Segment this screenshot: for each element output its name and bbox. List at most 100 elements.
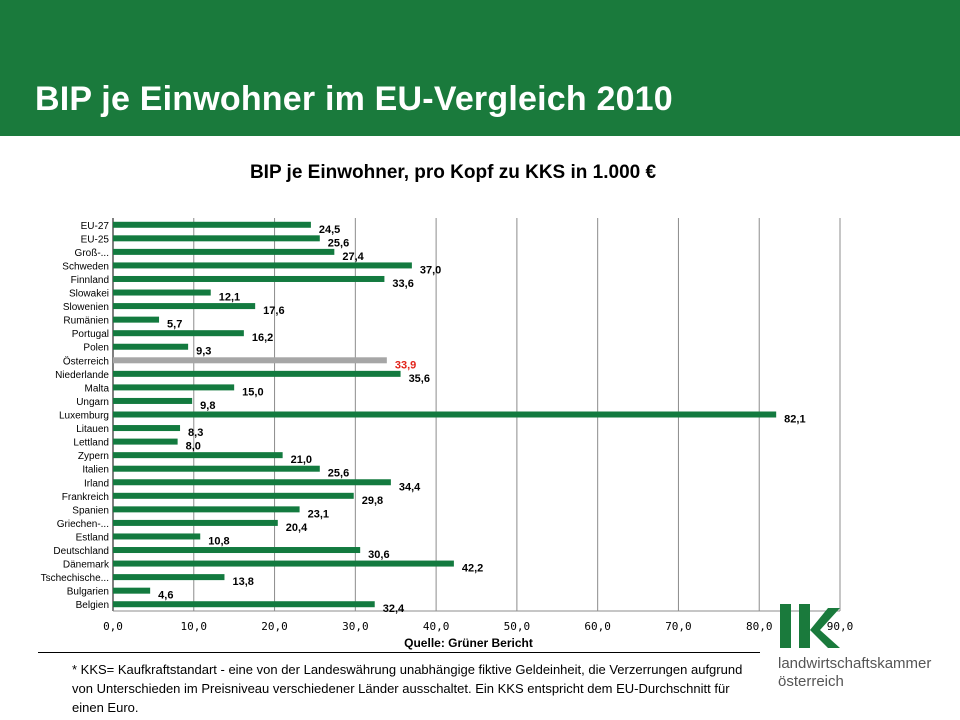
category-label: Finnland [71, 275, 109, 286]
bar [113, 262, 412, 269]
category-label: Irland [84, 478, 109, 489]
category-label: Niederlande [55, 370, 109, 381]
bar [113, 248, 335, 255]
bar [113, 397, 193, 404]
bar [113, 425, 181, 432]
footnote-text: * KKS= Kaufkraftstandart - eine von der … [72, 662, 743, 715]
data-label: 42,2 [462, 563, 483, 575]
bar [113, 370, 401, 377]
data-label: 24,5 [319, 224, 340, 236]
data-label: 32,4 [383, 603, 405, 615]
bar [113, 303, 256, 310]
x-tick-label: 10,0 [181, 620, 208, 633]
category-label: Lettland [73, 438, 109, 449]
bar [113, 587, 151, 594]
category-label: Portugal [72, 329, 109, 340]
x-tick-label: 50,0 [504, 620, 531, 633]
bar [113, 519, 278, 526]
bar [113, 316, 160, 323]
bar [113, 289, 211, 296]
bar [113, 479, 391, 486]
category-label: Ungarn [76, 397, 109, 408]
x-tick-label: 60,0 [584, 620, 611, 633]
data-label: 33,9 [395, 359, 416, 371]
bar [113, 506, 300, 513]
x-tick-label: 20,0 [261, 620, 288, 633]
category-label: Bulgarien [67, 587, 109, 598]
category-label: EU-27 [81, 221, 110, 232]
category-label: Belgien [76, 600, 109, 611]
category-label: Groß-... [75, 248, 109, 259]
data-label: 23,1 [308, 508, 329, 520]
category-label: Litauen [76, 424, 109, 435]
data-label: 29,8 [362, 495, 383, 507]
x-tick-label: 70,0 [665, 620, 692, 633]
data-label: 33,6 [392, 278, 413, 290]
x-tick-label: 0,0 [103, 620, 123, 633]
category-label: Deutschland [53, 546, 109, 557]
data-label: 34,4 [399, 481, 421, 493]
page-title: BIP je Einwohner im EU-Vergleich 2010 [35, 80, 673, 118]
data-label: 15,0 [242, 386, 263, 398]
bar [113, 452, 283, 459]
bar [113, 330, 244, 337]
data-label: 21,0 [291, 454, 312, 466]
data-label: 17,6 [263, 305, 284, 317]
category-label: Luxemburg [59, 411, 109, 422]
lk-logo: landwirtschaftskammer österreich [778, 604, 931, 690]
x-tick-label: 90,0 [827, 620, 854, 633]
data-label: 13,8 [232, 576, 253, 588]
category-label: Malta [85, 383, 110, 394]
bar [113, 547, 361, 554]
category-label: Zypern [78, 451, 109, 462]
data-label: 25,6 [328, 237, 349, 249]
data-label: 30,6 [368, 549, 389, 561]
data-label: 16,2 [252, 332, 273, 344]
bar [113, 438, 178, 445]
bar [113, 465, 320, 472]
bar [113, 560, 454, 567]
bar [113, 492, 354, 499]
category-label: Tschechische... [41, 573, 109, 584]
category-label: Polen [83, 343, 109, 354]
data-label: 27,4 [342, 251, 364, 263]
data-label: 12,1 [219, 292, 240, 304]
category-label: EU-25 [81, 234, 110, 245]
data-label: 9,3 [196, 346, 211, 358]
category-label: Spanien [72, 505, 109, 516]
data-label: 4,6 [158, 590, 173, 602]
bar [113, 533, 201, 540]
logo-line2: österreich [778, 673, 844, 690]
data-label: 35,6 [409, 373, 430, 385]
data-label: 37,0 [420, 264, 441, 276]
data-label: 8,3 [188, 427, 203, 439]
category-label: Estland [76, 532, 109, 543]
category-label: Frankreich [62, 492, 109, 503]
x-tick-label: 40,0 [423, 620, 450, 633]
logo-line1: landwirtschaftskammer [778, 655, 931, 672]
category-label: Slowakei [69, 289, 109, 300]
category-label: Slowenien [63, 302, 109, 313]
data-label: 82,1 [784, 414, 805, 426]
bar [113, 275, 385, 282]
bar [113, 384, 235, 391]
data-label: 25,6 [328, 468, 349, 480]
category-label: Griechen-... [57, 519, 109, 530]
bar [113, 574, 225, 581]
x-tick-label: 30,0 [342, 620, 369, 633]
bar [113, 343, 189, 350]
category-label: Italien [82, 465, 109, 476]
x-axis-label: Quelle: Grüner Bericht [404, 636, 533, 650]
data-label: 5,7 [167, 319, 182, 331]
bar [113, 235, 320, 242]
bar [113, 601, 375, 608]
category-label: Rumänien [63, 316, 109, 327]
bar [113, 221, 311, 228]
title-banner: BIP je Einwohner im EU-Vergleich 2010 [0, 0, 960, 136]
x-tick-label: 80,0 [746, 620, 773, 633]
bar [113, 411, 777, 418]
data-label: 8,0 [186, 441, 201, 453]
chart-title: BIP je Einwohner, pro Kopf zu KKS in 1.0… [249, 162, 657, 183]
data-label: 9,8 [200, 400, 215, 412]
